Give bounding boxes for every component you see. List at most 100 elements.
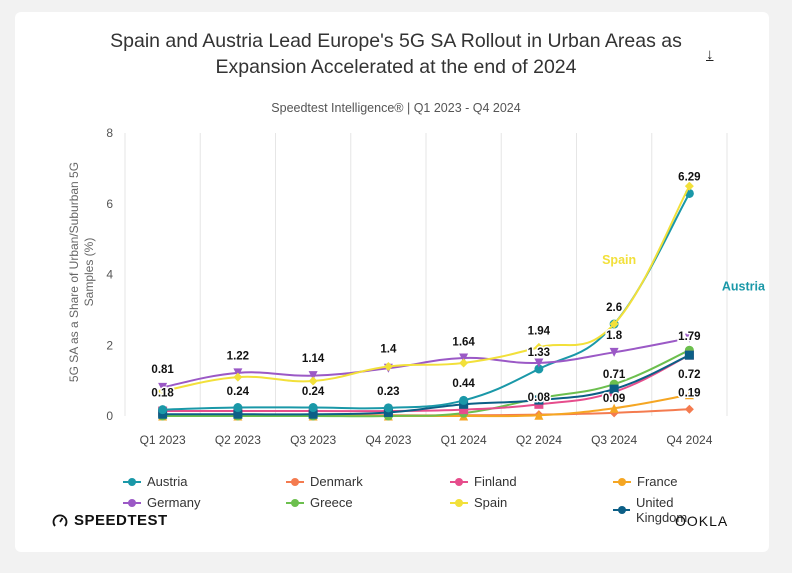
data-point-france [534,410,544,420]
x-tick-label: Q3 2023 [290,433,336,447]
legend-label: Greece [310,495,353,510]
data-label: 1.22 [227,350,249,362]
x-tick-label: Q2 2023 [215,433,261,447]
data-label: 0.24 [302,386,325,398]
legend-swatch-spain [450,498,468,507]
chart-title-line-2: Expansion Accelerated at the end of 2024 [215,56,577,78]
data-label: 0.72 [678,369,700,381]
series-line-spain [162,185,691,393]
data-label: 0.19 [678,388,700,400]
x-tick-label: Q2 2024 [516,433,562,447]
series-line-germany [162,337,690,389]
x-tick-label: Q1 2024 [441,433,487,447]
data-point-united-kingdom [534,395,544,405]
x-tick-label: Q4 2023 [365,433,411,447]
y-tick-label: 4 [106,268,113,282]
annotation-austria: Austria [722,279,766,293]
y-tick-label: 6 [106,197,113,211]
x-tick-label: Q3 2024 [591,433,637,447]
legend-swatch-austria [123,477,141,486]
legend-item-greece[interactable]: Greece [286,495,353,510]
legend-item-finland[interactable]: Finland [450,474,517,489]
data-label: 0.08 [528,392,551,404]
data-point-united-kingdom [684,350,694,360]
legend-swatch-france [613,477,631,486]
data-point-germany [308,371,318,381]
data-point-austria [158,405,168,415]
data-label: 0.71 [603,369,626,381]
data-label: 6.29 [678,171,700,183]
data-label: 1.94 [528,326,551,338]
speedtest-logo-text: SPEEDTEST [74,512,168,529]
legend-swatch-united-kingdom [613,506,630,514]
data-label: 1.14 [302,353,325,365]
x-tick-label: Q4 2024 [666,433,712,447]
legend-label: Austria [147,474,188,489]
data-point-finland [459,405,469,415]
legend-label: Denmark [310,474,363,489]
legend-swatch-finland [450,477,468,486]
y-tick-label: 2 [106,338,113,352]
speedometer-icon [52,513,68,527]
data-point-spain [383,361,393,371]
data-label: 0.09 [603,393,625,405]
data-point-spain [609,319,619,329]
legend-label: Germany [147,495,201,510]
legend-item-france[interactable]: France [613,474,677,489]
data-point-austria [383,403,393,413]
data-point-austria [233,403,243,413]
legend-swatch-denmark [286,477,304,486]
annotation-spain: Spain [602,253,636,267]
data-point-united-kingdom [383,407,393,417]
data-label: 1.33 [528,347,550,359]
data-label: 1.4 [380,343,397,355]
legend-label: Finland [474,474,517,489]
data-point-germany [459,353,469,363]
legend-label: France [637,474,678,489]
legend-item-germany[interactable]: Germany [123,495,200,510]
data-point-france [684,390,694,400]
data-point-austria [308,403,318,413]
data-point-spain [158,386,168,396]
legend-swatch-germany [123,498,141,507]
data-point-germany [534,358,544,368]
speedtest-logo: SPEEDTEST [52,512,168,529]
data-point-united-kingdom [609,384,619,394]
legend-label: Spain [474,495,508,510]
chart-title: Spain and Austria Lead Europe's 5G SA Ro… [0,28,792,80]
x-tick-label: Q1 2023 [140,433,186,447]
download-icon: ↓ [706,46,714,63]
data-label: 0.81 [151,364,174,376]
y-tick-label: 8 [106,126,113,140]
data-point-united-kingdom [158,409,168,419]
data-point-spain [684,181,694,191]
legend-label: United Kingdom [635,495,688,525]
data-point-united-kingdom [233,409,243,419]
data-label: 0.18 [151,388,174,400]
data-label: 1.79 [678,331,700,343]
data-label: 0.24 [227,386,250,398]
data-label: 0.44 [452,378,475,390]
legend-swatch-greece [286,498,304,507]
download-button[interactable]: ↓ [706,46,714,63]
data-point-austria [534,364,544,374]
data-point-denmark [684,404,694,414]
data-label: 2.6 [606,302,622,314]
data-label: 0.23 [377,386,399,398]
data-point-spain [308,376,318,386]
data-point-germany [684,333,694,343]
data-point-united-kingdom [308,409,318,419]
data-label: 1.8 [606,330,623,342]
data-label: 1.64 [452,336,475,348]
legend-item-denmark[interactable]: Denmark [286,474,363,489]
data-point-france [609,403,619,413]
chart-title-line-1: Spain and Austria Lead Europe's 5G SA Ro… [110,30,682,52]
legend-item-spain[interactable]: Spain [450,495,507,510]
chart-subtitle: Speedtest Intelligence® | Q1 2023 - Q4 2… [271,101,521,115]
data-point-spain [459,358,469,368]
legend-item-united-kingdom[interactable]: United Kingdom [613,495,723,525]
legend-item-austria[interactable]: Austria [123,474,187,489]
y-tick-label: 0 [106,409,113,423]
data-point-spain [233,372,243,382]
